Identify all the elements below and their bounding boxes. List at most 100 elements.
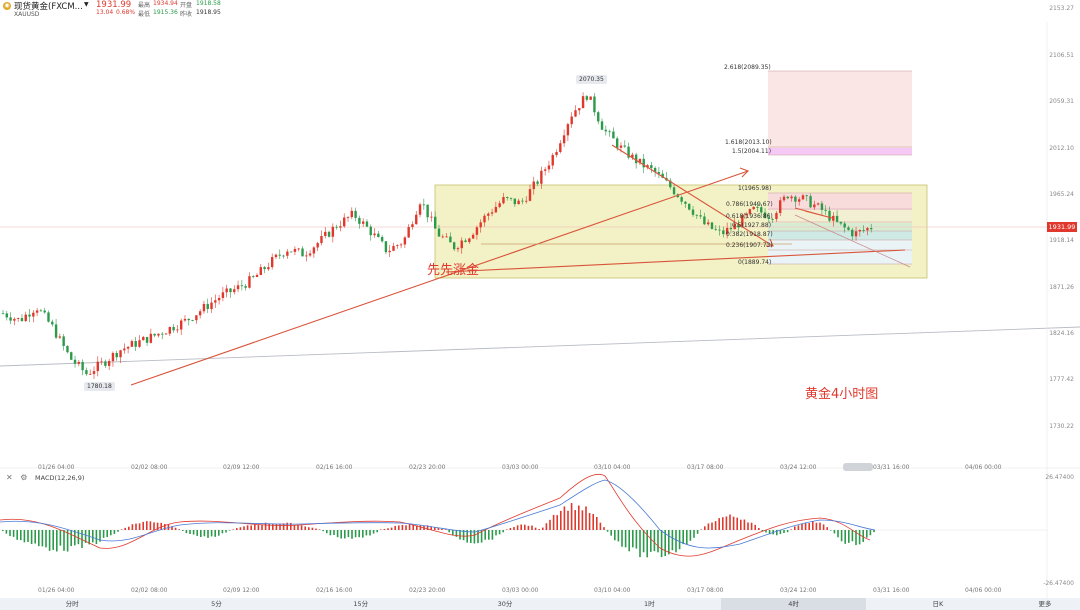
candle-body [240,285,244,287]
fib-zone-1-5 [768,148,912,155]
candle-body [532,181,535,190]
candle-body [638,158,642,164]
trend-lines[interactable] [130,144,911,386]
candle-body [684,201,687,204]
candle-body [585,96,589,100]
macd-bar [74,530,76,546]
candle-body [657,171,661,174]
macd-bar [131,524,134,530]
macd-bar [808,523,810,530]
high-label: 最高 [138,2,151,9]
macd-bar [484,530,486,540]
tf-4h[interactable]: 4时 [721,598,866,610]
macd-bar [488,530,490,540]
candle-body [107,361,111,366]
macd-bar [279,523,281,530]
macd-bar [678,530,681,550]
settings-icon[interactable]: ⚙ [20,473,28,482]
tf-30min[interactable]: 30分 [497,600,513,608]
macd-bar [650,530,652,552]
macd-bar [351,530,353,539]
macd-bar [869,530,872,536]
macd-bar [304,526,306,530]
macd-bar [142,521,144,530]
low-label: 最低 [138,11,151,18]
macd-bar [106,530,108,538]
support-line[interactable] [0,326,1080,367]
candle-body [559,143,562,153]
macd-bar [606,530,609,532]
tf-daily[interactable]: 日K [932,600,944,608]
candle-body [786,196,789,199]
candle-body [464,240,467,242]
last-price: 1931.99 [96,0,132,10]
candle-body [380,237,384,242]
candle-body [115,352,118,358]
candle-body [361,221,365,224]
fib-label: 0.786(1949.67) [726,201,773,208]
macd-bar [768,530,771,535]
candle-body [729,227,733,230]
candle-body [744,213,748,216]
macd-bar [48,530,51,551]
macd-bar [156,522,159,530]
macd-bar [81,530,83,549]
candle-body [437,228,441,237]
macd-bar [797,525,800,530]
macd-bar [837,530,839,538]
candle-body [5,313,8,318]
macd-bar [110,530,112,536]
macd-bar [77,530,80,545]
macd-bar [671,530,674,551]
x-label: 02/23 20:00 [409,587,446,594]
chart-title-note[interactable]: 黄金4小时图 [805,387,879,402]
tf-15min[interactable]: 15分 [353,600,369,608]
tf-5min[interactable]: 5分 [211,600,222,608]
macd-bar [290,522,292,530]
macd-bar [693,530,695,538]
macd-bar [405,525,407,530]
x-label: 03/17 08:00 [687,464,724,471]
candle-body [805,195,808,197]
candlesticks [1,92,873,380]
candle-body [771,218,774,220]
candle-body [714,228,717,230]
candle-body [104,361,107,366]
candle-body [58,336,62,338]
candle-body [350,210,353,218]
macd-bar [419,525,422,530]
candle-body [506,197,509,198]
symbol-code: XAUUSD [14,11,40,18]
candle-body [85,370,88,375]
timeframe-bar: 分时 5分 15分 30分 1时 4时 日K 更多 [0,598,1080,610]
macd-bar [311,527,314,530]
candle-body [145,336,149,343]
close-icon[interactable]: ✕ [6,473,13,482]
chinese-note[interactable]: 先先涨金 [427,263,480,278]
tf-1h[interactable]: 1时 [643,600,655,608]
candle-body [233,289,236,293]
tf-more[interactable]: 更多 [1038,600,1052,608]
symbol-name[interactable]: 现货黄金(FXCM... [14,2,83,12]
candle-body [445,236,448,238]
candle-body [756,206,759,208]
candle-body [695,214,699,216]
y-label: 2059.31 [1049,98,1074,105]
macd-bar [293,525,296,530]
candle-body [130,341,134,347]
macd-bar [30,530,33,544]
candle-body [680,197,683,202]
candle-body [179,320,183,330]
symbol-dropdown-icon[interactable]: ▼ [84,1,89,8]
tf-time-share[interactable]: 分时 [65,600,79,608]
macd-bar [56,530,58,552]
candle-body [502,197,505,204]
macd-bar [365,530,368,536]
macd-bar [214,530,216,537]
macd-bar [203,530,206,537]
macd-bar [340,530,342,539]
fib-zone-inner [768,193,912,210]
gold-coin-icon: ◉ [3,2,11,10]
low-value: 1915.36 [153,9,178,16]
